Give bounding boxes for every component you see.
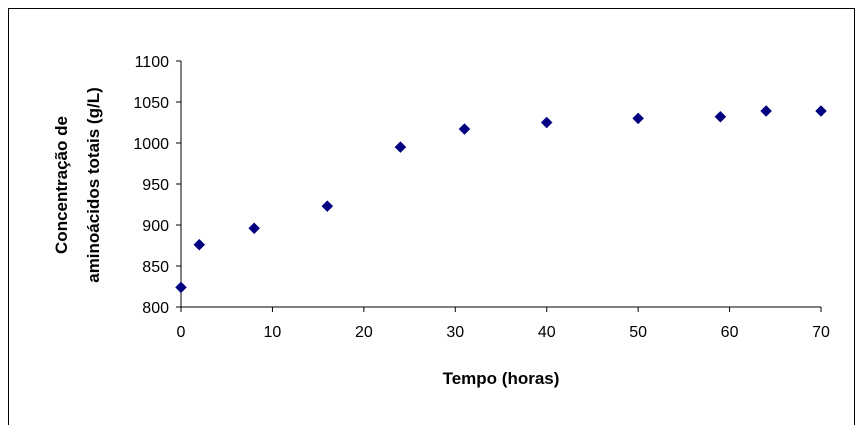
data-point [761,106,772,117]
data-point [541,117,552,128]
y-tick-label: 1000 [133,136,169,153]
y-axis-title-line-2: aminoácidos totais (g/L) [84,87,103,283]
data-point [395,142,406,153]
data-point [715,111,726,122]
y-tick-label: 1050 [133,95,169,112]
y-axis-title-line-1: Concentração de [52,116,71,254]
y-tick-label: 800 [142,300,169,317]
x-tick-label: 20 [355,324,373,341]
data-point [194,239,205,250]
x-tick-label: 50 [629,324,647,341]
x-tick-label: 70 [812,324,830,341]
data-point [633,113,644,124]
data-point [322,201,333,212]
data-points [176,106,827,293]
data-point [249,223,260,234]
x-tick-label: 30 [446,324,464,341]
x-axis: 0 10 20 30 40 50 60 70 [177,307,830,341]
y-tick-label: 850 [142,259,169,276]
y-tick-label: 950 [142,177,169,194]
data-point [459,124,470,135]
x-axis-title: Tempo (horas) [443,369,560,388]
y-tick-label: 1100 [135,54,170,71]
data-point [176,282,187,293]
y-tick-label: 900 [142,218,169,235]
x-tick-label: 40 [538,324,556,341]
y-axis: 800 850 900 950 1000 1050 1100 [133,54,181,317]
data-point [816,106,827,117]
x-tick-label: 0 [177,324,186,341]
x-tick-label: 10 [264,324,282,341]
x-tick-label: 60 [721,324,739,341]
